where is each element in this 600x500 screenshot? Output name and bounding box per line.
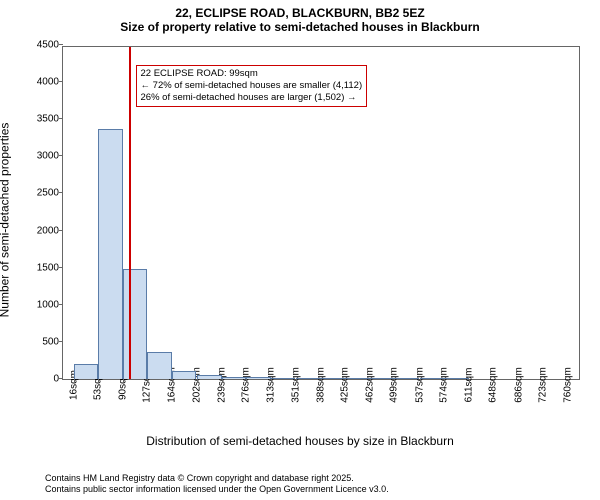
- x-tick-mark: [123, 379, 124, 383]
- histogram-bar: [246, 377, 271, 379]
- x-tick-label: 462sqm: [364, 367, 375, 403]
- histogram-bar: [222, 377, 247, 379]
- x-tick-mark: [147, 379, 148, 383]
- histogram-bar: [420, 378, 445, 379]
- y-axis-label: Number of semi-detached properties: [0, 123, 11, 318]
- x-tick-label: 537sqm: [414, 367, 425, 403]
- histogram-bar: [296, 378, 321, 379]
- y-tick-label: 500: [42, 336, 63, 347]
- y-tick-mark: [59, 230, 63, 231]
- y-tick-mark: [59, 341, 63, 342]
- x-tick-mark: [519, 379, 520, 383]
- histogram-bar: [444, 378, 469, 379]
- x-tick-mark: [296, 379, 297, 383]
- y-tick-mark: [59, 267, 63, 268]
- y-tick-label: 1000: [37, 299, 63, 310]
- x-tick-mark: [271, 379, 272, 383]
- chart-container: 22, ECLIPSE ROAD, BLACKBURN, BB2 5EZ Siz…: [0, 0, 600, 500]
- histogram-bar: [172, 371, 197, 379]
- annotation-box: 22 ECLIPSE ROAD: 99sqm ← 72% of semi-det…: [136, 65, 368, 107]
- footer: Contains HM Land Registry data © Crown c…: [45, 473, 389, 496]
- x-tick-mark: [493, 379, 494, 383]
- histogram-bar: [147, 352, 172, 379]
- title-block: 22, ECLIPSE ROAD, BLACKBURN, BB2 5EZ Siz…: [0, 0, 600, 34]
- y-tick-mark: [59, 304, 63, 305]
- x-tick-mark: [568, 379, 569, 383]
- y-tick-label: 2000: [37, 225, 63, 236]
- histogram-bar: [123, 269, 148, 379]
- annotation-line1: 22 ECLIPSE ROAD: 99sqm: [141, 68, 363, 80]
- x-tick-mark: [370, 379, 371, 383]
- histogram-bar: [321, 378, 346, 379]
- annotation-line3: 26% of semi-detached houses are larger (…: [141, 92, 363, 104]
- y-tick-mark: [59, 378, 63, 379]
- x-tick-mark: [197, 379, 198, 383]
- x-tick-mark: [444, 379, 445, 383]
- x-tick-mark: [469, 379, 470, 383]
- x-tick-label: 425sqm: [340, 367, 351, 403]
- chart-title: 22, ECLIPSE ROAD, BLACKBURN, BB2 5EZ: [0, 6, 600, 20]
- y-tick-label: 0: [53, 374, 63, 385]
- x-tick-mark: [172, 379, 173, 383]
- y-tick-mark: [59, 155, 63, 156]
- y-tick-mark: [59, 192, 63, 193]
- footer-line2: Contains public sector information licen…: [45, 484, 389, 496]
- x-tick-label: 611sqm: [463, 368, 474, 403]
- x-axis-label: Distribution of semi-detached houses by …: [0, 434, 600, 448]
- histogram-bar: [394, 378, 419, 379]
- x-tick-mark: [98, 379, 99, 383]
- x-tick-label: 239sqm: [216, 367, 227, 403]
- annotation-line2: ← 72% of semi-detached houses are smalle…: [141, 80, 363, 92]
- y-tick-mark: [59, 81, 63, 82]
- x-tick-label: 499sqm: [389, 367, 400, 403]
- plot-area: 05001000150020002500300035004000450016sq…: [62, 46, 580, 380]
- x-tick-label: 648sqm: [488, 367, 499, 403]
- x-tick-label: 760sqm: [562, 367, 573, 403]
- x-tick-label: 388sqm: [315, 367, 326, 403]
- y-tick-label: 4000: [37, 77, 63, 88]
- y-tick-label: 1500: [37, 262, 63, 273]
- y-tick-label: 2500: [37, 188, 63, 199]
- x-tick-mark: [345, 379, 346, 383]
- y-tick-mark: [59, 118, 63, 119]
- histogram-bar: [74, 364, 99, 379]
- histogram-bar: [197, 375, 222, 379]
- x-tick-label: 351sqm: [291, 367, 302, 403]
- x-tick-mark: [420, 379, 421, 383]
- histogram-bar: [271, 378, 296, 379]
- y-tick-label: 4500: [37, 40, 63, 51]
- y-tick-label: 3500: [37, 114, 63, 125]
- histogram-bar: [370, 378, 395, 379]
- marker-line: [129, 47, 131, 379]
- x-tick-mark: [74, 379, 75, 383]
- x-tick-label: 313sqm: [265, 367, 276, 403]
- y-tick-mark: [59, 44, 63, 45]
- x-tick-mark: [321, 379, 322, 383]
- histogram-bar: [345, 378, 370, 379]
- footer-line1: Contains HM Land Registry data © Crown c…: [45, 473, 389, 485]
- y-tick-label: 3000: [37, 151, 63, 162]
- x-tick-label: 686sqm: [513, 367, 524, 403]
- x-tick-label: 723sqm: [538, 367, 549, 403]
- x-tick-mark: [394, 379, 395, 383]
- x-tick-mark: [246, 379, 247, 383]
- x-tick-mark: [222, 379, 223, 383]
- chart-subtitle: Size of property relative to semi-detach…: [0, 20, 600, 34]
- histogram-bar: [98, 129, 123, 379]
- x-tick-label: 574sqm: [439, 367, 450, 403]
- x-tick-mark: [543, 379, 544, 383]
- x-tick-label: 276sqm: [241, 367, 252, 403]
